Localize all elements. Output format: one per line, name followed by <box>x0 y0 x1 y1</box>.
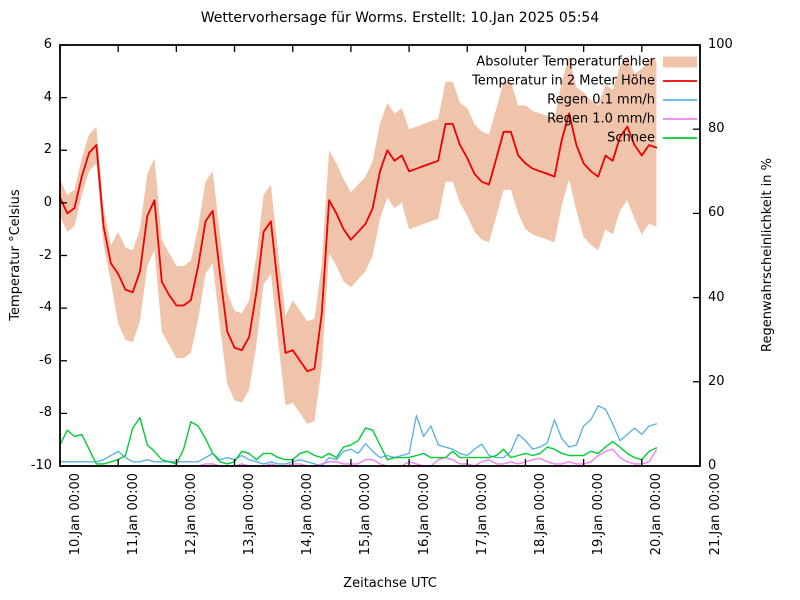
y-right-tick-label: 100 <box>708 37 733 52</box>
x-tick-label: 13.Jan 00:00 <box>242 473 258 556</box>
y-left-tick-label: -6 <box>39 352 52 368</box>
x-tick-label: 17.Jan 00:00 <box>474 473 490 556</box>
y-right-tick-label: 60 <box>708 205 725 221</box>
legend-label: Temperatur in 2 Meter Höhe <box>471 74 655 89</box>
regen-0-1-mm-h-line <box>59 405 658 467</box>
x-tick-label: 20.Jan 00:00 <box>649 473 665 556</box>
x-tick-label: 12.Jan 00:00 <box>183 473 199 556</box>
y-axis-right-title: Regenwahrscheinlichkeit in % <box>760 158 775 352</box>
x-tick-label: 15.Jan 00:00 <box>358 473 374 556</box>
y-left-tick-label: 2 <box>43 142 52 158</box>
x-tick-label: 18.Jan 00:00 <box>532 473 548 556</box>
temperatur-in-2-meter-h-he-line <box>59 112 658 373</box>
x-tick-label: 11.Jan 00:00 <box>125 473 141 556</box>
y-right-tick-label: 20 <box>708 373 725 389</box>
x-tick-label: 21.Jan 00:00 <box>707 473 723 556</box>
y-right-tick-label: 40 <box>708 289 725 305</box>
chart-title: Wettervorhersage für Worms. Erstellt: 10… <box>200 10 600 26</box>
y-left-tick-label: 4 <box>43 89 52 105</box>
y-left-tick-label: -8 <box>39 405 52 421</box>
x-tick-label: 10.Jan 00:00 <box>67 473 83 556</box>
regen-1-0-mm-h-line <box>59 448 658 467</box>
x-tick-label: 14.Jan 00:00 <box>300 473 316 556</box>
x-axis-title: Zeitachse UTC <box>343 576 437 591</box>
schnee-line <box>59 416 658 465</box>
temperature-error-band <box>60 55 657 424</box>
legend-label: Schnee <box>607 131 655 146</box>
y-left-tick-label: -10 <box>30 458 52 473</box>
legend-label: Regen 0.1 mm/h <box>547 93 655 108</box>
x-tick-label: 19.Jan 00:00 <box>591 473 607 556</box>
x-tick-label: 16.Jan 00:00 <box>416 473 432 556</box>
y-right-tick-label: 80 <box>708 121 725 137</box>
legend-label: Regen 1.0 mm/h <box>547 112 655 127</box>
y-right-tick-label: 0 <box>708 458 717 473</box>
y-left-tick-label: -2 <box>39 247 52 263</box>
y-left-tick-label: 0 <box>43 194 52 210</box>
legend-band-swatch <box>663 56 697 68</box>
y-left-tick-label: -4 <box>39 300 52 316</box>
legend-label: Absoluter Temperaturfehler <box>476 55 655 70</box>
y-left-tick-label: 6 <box>43 37 52 52</box>
